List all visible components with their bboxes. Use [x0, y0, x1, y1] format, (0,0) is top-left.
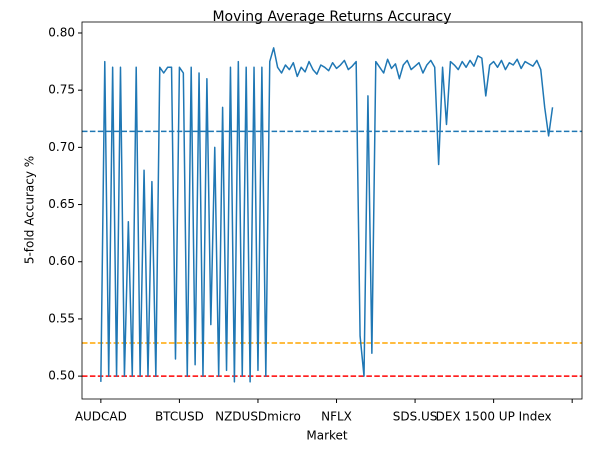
x-tick-label: AUDCAD — [75, 410, 127, 424]
y-tick-label: 0.60 — [48, 254, 75, 268]
y-tick-label: 0.50 — [48, 369, 75, 383]
y-tick-label: 0.70 — [48, 140, 75, 154]
plot-frame — [81, 21, 583, 400]
data-line — [100, 47, 554, 383]
y-tick-label: 0.65 — [48, 197, 75, 211]
x-tick-label: SDS.US — [393, 410, 438, 424]
x-tick-label: BTCUSD — [155, 410, 204, 424]
x-tick-label: NFLX — [321, 410, 352, 424]
chart-title: Moving Average Returns Accuracy — [212, 9, 451, 25]
x-tick-label: DEX 1500 UP Index — [436, 410, 552, 424]
y-tick-label: 0.80 — [48, 25, 75, 39]
y-tick-label: 0.55 — [48, 311, 75, 325]
x-tick-label: NZDUSDmicro — [215, 410, 301, 424]
y-tick-label: 0.75 — [48, 83, 75, 97]
x-axis-label: Market — [306, 429, 348, 443]
y-axis-label: 5-fold Accuracy % — [23, 156, 37, 264]
